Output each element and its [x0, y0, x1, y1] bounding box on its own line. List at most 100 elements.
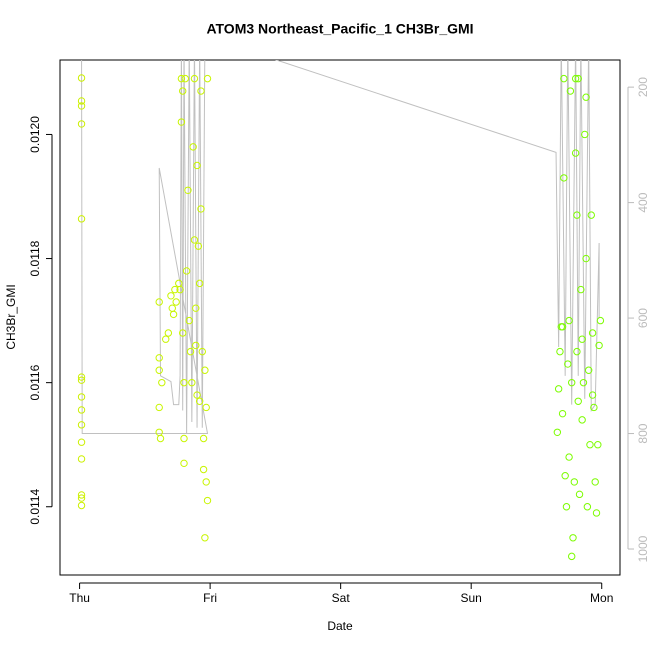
point	[77, 74, 86, 82]
point	[569, 534, 577, 542]
point	[582, 254, 590, 263]
point	[594, 440, 602, 449]
point	[167, 292, 175, 300]
point	[566, 87, 575, 95]
point	[203, 496, 212, 505]
point	[202, 478, 210, 486]
point	[192, 304, 200, 312]
point	[77, 120, 86, 128]
point	[195, 397, 204, 405]
point	[176, 285, 184, 294]
point	[185, 316, 193, 325]
point	[77, 501, 86, 510]
point	[77, 406, 86, 414]
line	[81, 60, 600, 435]
point	[179, 87, 187, 95]
point	[194, 242, 203, 250]
point	[77, 376, 86, 384]
point	[561, 472, 569, 480]
point	[181, 74, 190, 83]
y-axis-label: CH3Br_GMI	[4, 284, 18, 349]
point	[177, 118, 186, 126]
point	[193, 161, 201, 170]
point	[186, 347, 195, 356]
point	[590, 403, 598, 412]
x-tick-label: Thu	[69, 591, 90, 605]
point	[182, 267, 191, 275]
point	[155, 366, 163, 374]
y2-tick-label: 600	[636, 308, 650, 328]
point	[197, 205, 205, 213]
x-axis-label: Date	[327, 619, 353, 633]
point	[203, 74, 212, 83]
y2-tick-label: 400	[636, 192, 650, 212]
point	[158, 378, 166, 387]
y2-tick-label: 200	[636, 77, 650, 97]
point	[588, 391, 597, 399]
x-tick-label: Fri	[203, 591, 217, 605]
y-tick-label: 0.0114	[28, 489, 42, 525]
point	[195, 279, 204, 288]
point	[582, 93, 590, 101]
point	[591, 478, 599, 486]
point	[568, 552, 576, 561]
point	[77, 393, 86, 401]
point	[565, 316, 573, 325]
point	[560, 174, 568, 182]
point	[190, 236, 199, 244]
y2-tick-label: 1000	[636, 535, 650, 562]
chart-title: ATOM3 Northeast_Pacific_1 CH3Br_GMI	[206, 21, 473, 37]
point	[179, 329, 187, 337]
point	[579, 378, 588, 387]
point	[77, 102, 86, 110]
point	[189, 143, 197, 151]
point	[588, 329, 597, 337]
point	[201, 366, 209, 374]
point	[193, 391, 201, 399]
point	[77, 494, 86, 502]
point	[577, 285, 585, 294]
point	[560, 74, 568, 83]
y-tick-label: 0.0118	[28, 240, 42, 276]
plot-area	[77, 60, 605, 561]
point	[162, 335, 170, 343]
point	[584, 366, 593, 374]
point	[168, 304, 176, 312]
point	[199, 434, 208, 443]
point	[581, 130, 589, 139]
point	[575, 490, 584, 499]
y-tick-label: 0.0116	[28, 364, 42, 400]
point	[171, 285, 179, 294]
point	[201, 534, 209, 542]
point	[565, 453, 573, 461]
point	[169, 310, 178, 319]
point	[573, 211, 581, 219]
point	[155, 354, 163, 362]
point	[595, 341, 603, 350]
point	[197, 87, 205, 95]
point	[188, 378, 196, 387]
point	[164, 329, 173, 337]
point	[562, 503, 571, 511]
point	[180, 459, 188, 468]
point	[596, 316, 605, 325]
point	[202, 403, 210, 412]
x-tick-label: Sat	[332, 591, 351, 605]
point	[564, 360, 572, 368]
point	[578, 335, 586, 343]
point	[583, 503, 592, 511]
point	[571, 149, 580, 157]
point	[592, 509, 601, 517]
point	[568, 378, 576, 387]
point	[578, 416, 586, 424]
point	[180, 434, 188, 443]
point	[558, 323, 567, 331]
point	[77, 421, 86, 429]
point	[77, 455, 86, 463]
point	[177, 74, 186, 83]
point	[155, 298, 163, 306]
x-tick-label: Mon	[590, 591, 613, 605]
point	[570, 478, 579, 486]
point	[77, 491, 86, 499]
